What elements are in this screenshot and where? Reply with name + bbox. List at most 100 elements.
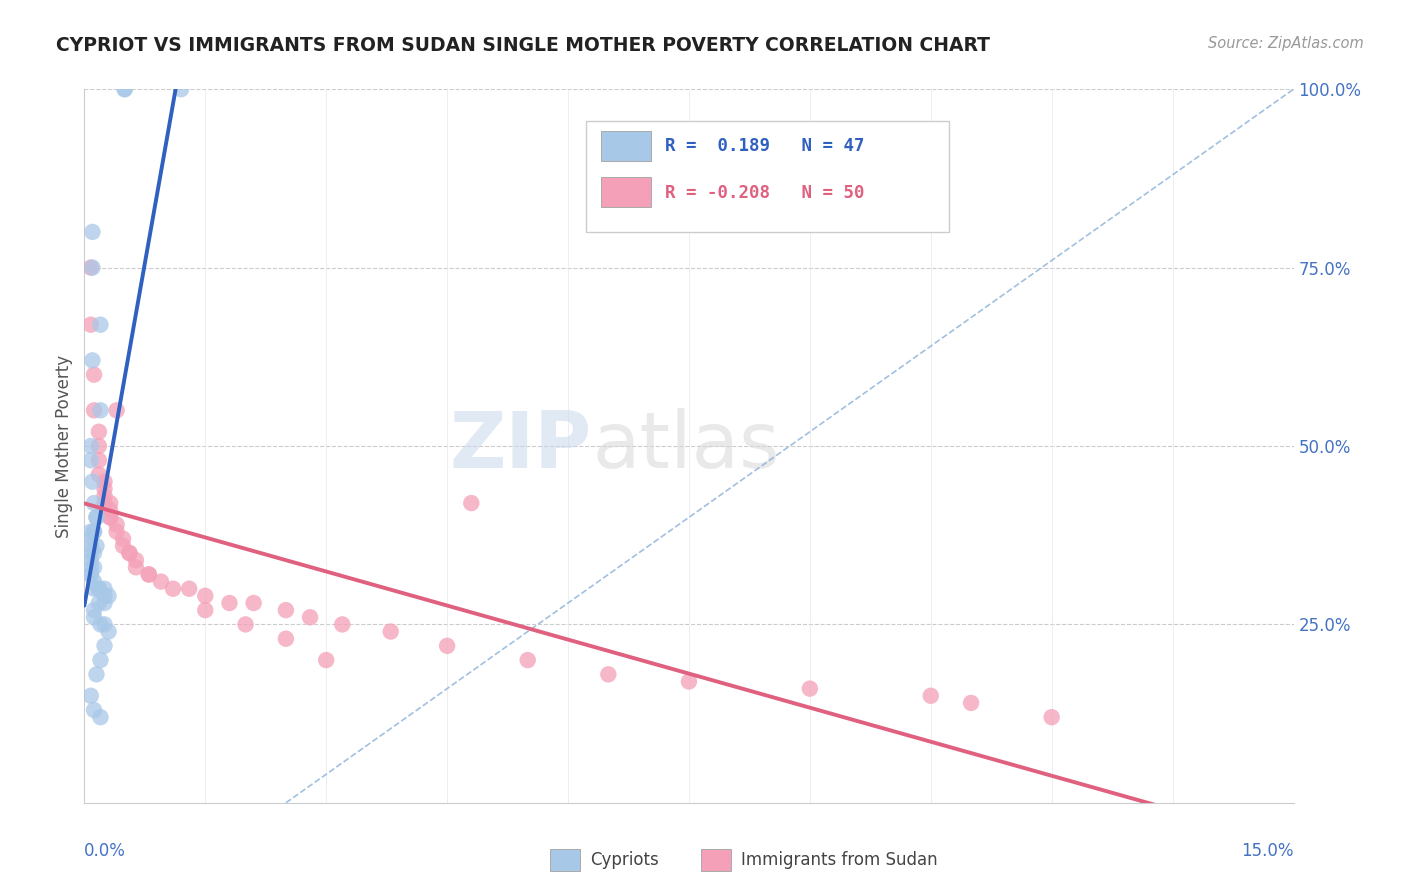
FancyBboxPatch shape (586, 121, 949, 232)
Y-axis label: Single Mother Poverty: Single Mother Poverty (55, 354, 73, 538)
Point (83, 610, 105, 624)
Point (112, 532, 135, 546)
Point (112, 539, 135, 553)
Point (170, 82, 193, 96)
Point (87, 582, 110, 596)
Point (118, 546, 141, 560)
Point (960, 696, 983, 710)
Point (93, 589, 115, 603)
Point (179, 582, 201, 596)
Point (82, 225, 104, 239)
Point (98, 510, 121, 524)
Text: ZIP: ZIP (450, 408, 592, 484)
Point (460, 496, 482, 510)
Point (83, 546, 105, 560)
Point (80, 453, 103, 467)
Point (93, 482, 115, 496)
Point (82, 260, 104, 275)
Point (83, 368, 105, 382)
Text: CYPRIOT VS IMMIGRANTS FROM SUDAN SINGLE MOTHER POVERTY CORRELATION CHART: CYPRIOT VS IMMIGRANTS FROM SUDAN SINGLE … (56, 36, 990, 54)
Point (242, 596, 264, 610)
Point (87, 425, 110, 439)
Point (149, 574, 172, 589)
FancyBboxPatch shape (600, 177, 651, 207)
Point (93, 475, 115, 489)
Point (118, 546, 141, 560)
Point (105, 403, 128, 417)
Point (83, 603, 105, 617)
Point (299, 610, 322, 624)
Point (93, 596, 115, 610)
Point (86, 510, 108, 524)
Point (80, 567, 103, 582)
Point (83, 574, 105, 589)
Point (89, 617, 111, 632)
Text: 0.0%: 0.0% (84, 842, 127, 860)
Point (82, 353, 104, 368)
Point (194, 589, 217, 603)
Point (98, 496, 121, 510)
Point (315, 653, 337, 667)
Point (80, 553, 103, 567)
Point (93, 496, 115, 510)
Point (87, 453, 110, 467)
Point (83, 496, 105, 510)
Point (93, 582, 115, 596)
Point (80, 689, 103, 703)
Point (80, 560, 103, 574)
Point (114, 82, 136, 96)
Point (86, 510, 108, 524)
Point (799, 681, 821, 696)
Point (436, 639, 458, 653)
Point (87, 439, 110, 453)
Point (80, 524, 103, 539)
Point (83, 582, 105, 596)
Point (80, 318, 103, 332)
Point (80, 539, 103, 553)
Point (80, 532, 103, 546)
Point (93, 489, 115, 503)
Point (87, 596, 110, 610)
Point (86, 539, 108, 553)
Point (138, 567, 160, 582)
Text: Source: ZipAtlas.com: Source: ZipAtlas.com (1208, 36, 1364, 51)
Point (83, 524, 105, 539)
Point (380, 624, 402, 639)
Point (83, 403, 105, 417)
Point (82, 475, 104, 489)
Point (98, 510, 121, 524)
Point (1040, 710, 1063, 724)
Point (89, 653, 111, 667)
Point (80, 439, 103, 453)
Text: R =  0.189   N = 47: R = 0.189 N = 47 (665, 136, 865, 154)
Text: 15.0%: 15.0% (1241, 842, 1294, 860)
Point (516, 653, 538, 667)
Point (83, 524, 105, 539)
Point (83, 703, 105, 717)
Point (274, 632, 297, 646)
Point (274, 603, 297, 617)
Point (678, 674, 700, 689)
Point (330, 617, 353, 632)
Point (87, 582, 110, 596)
FancyBboxPatch shape (600, 130, 651, 161)
Point (194, 603, 217, 617)
Point (98, 503, 121, 517)
Point (89, 403, 111, 417)
FancyBboxPatch shape (550, 849, 581, 871)
Point (114, 82, 136, 96)
Point (105, 517, 128, 532)
Point (83, 560, 105, 574)
Point (80, 546, 103, 560)
Point (125, 553, 148, 567)
Point (598, 667, 620, 681)
Point (920, 689, 942, 703)
Point (93, 639, 115, 653)
Point (89, 318, 111, 332)
Point (162, 582, 184, 596)
Point (97, 624, 120, 639)
Point (80, 567, 103, 582)
Text: Immigrants from Sudan: Immigrants from Sudan (741, 851, 938, 869)
Point (138, 567, 160, 582)
Text: atlas: atlas (592, 408, 780, 484)
